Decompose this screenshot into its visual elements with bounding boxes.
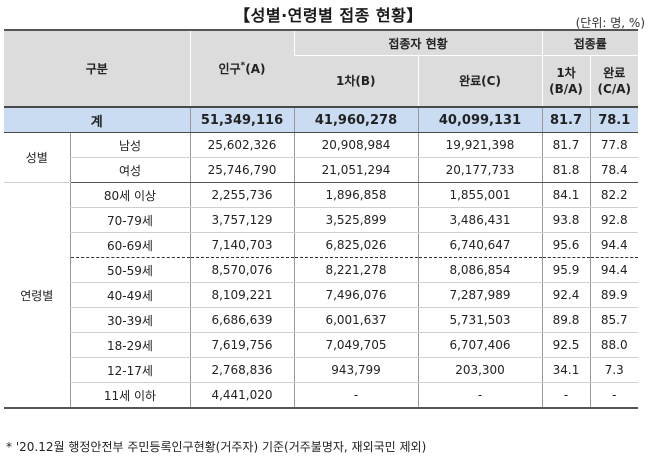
- table-row: 12-17세 2,768,836 943,799 203,300 34.1 7.3: [4, 357, 639, 383]
- table-row: 11세 이하 4,441,020- - - -: [4, 382, 639, 409]
- gender-label: 성별: [4, 132, 70, 183]
- table-row: 여성 25,746,790 21,051,294 20,177,733 81.8…: [4, 157, 639, 183]
- page-title: 【성별·연령별 접종 현황】: [234, 6, 423, 25]
- table-row: 40-49세 8,109,221 7,496,076 7,287,989 92.4 89.…: [4, 282, 639, 308]
- header-vaccinated: 접종자 현황: [293, 29, 543, 56]
- footnote: * '20.12월 행정안전부 주민등록인구현황(거주자) 기준(거주불명자, …: [6, 440, 427, 454]
- header-complete: 완료(C): [417, 55, 543, 108]
- table-row: 성별 남성 25,602,326 20,908,984 19,921,398 8…: [4, 132, 639, 183]
- table-row: 30-39세 6,686,639 6,001,637 5,731,503 89.8 85.…: [4, 307, 639, 333]
- vaccination-table: 구분 인구*(A) 접종자 현황 접종률 1차(B) 완료(C) 1차 (B/A)…: [4, 29, 639, 409]
- header-population: 인구*(A): [189, 29, 294, 108]
- header-first-rate: 1차 (B/A): [541, 55, 591, 108]
- table-row: 18-29세 7,619,756 7,049,705 6,707,406 92.5 88.…: [4, 332, 639, 358]
- table-row: 70-79세 3,757,129 3,525,899 3,486,431 93.8 92.…: [4, 207, 639, 233]
- table-row: 60-69세 7,140,703 6,825,026 6,740,647 95.6 94.…: [4, 232, 639, 258]
- table-row: 연령별 80세 이상 2,255,736 1,896,858 1,855,001 84.…: [4, 182, 639, 409]
- header-rate: 접종률: [541, 29, 639, 56]
- table-row: 50-59세 8,570,076 8,221,278 8,086,854 95.9 94.…: [4, 257, 639, 283]
- header-first: 1차(B): [294, 55, 418, 108]
- unit-note: (단위: 명, %): [575, 16, 645, 30]
- total-row: 계 51,349,116 41,960,278 40,099,131 81.7 …: [4, 106, 639, 133]
- header-complete-rate: 완료 (C/A): [589, 55, 639, 108]
- age-label: 연령별: [4, 182, 70, 409]
- header-category: 구분: [4, 29, 190, 108]
